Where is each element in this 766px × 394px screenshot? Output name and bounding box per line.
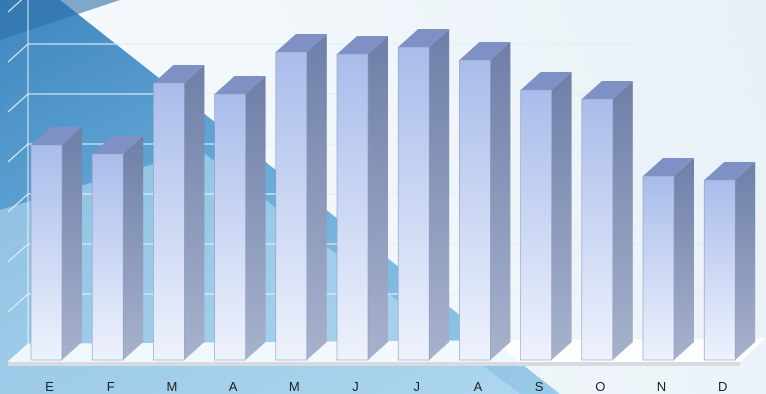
- bar-side: [62, 127, 82, 360]
- bar-10: [581, 81, 633, 361]
- bar-top: [31, 127, 82, 145]
- bar-front: [581, 98, 614, 361]
- bar-top: [275, 34, 327, 52]
- bar-7: [397, 29, 450, 361]
- bar-top: [704, 162, 756, 180]
- bar-top: [92, 136, 144, 154]
- x-tick-label: F: [107, 379, 115, 394]
- x-tick-label: J: [413, 379, 420, 394]
- x-tick-label: M: [289, 379, 300, 394]
- bar-top: [643, 158, 694, 176]
- bar-top: [520, 72, 572, 90]
- bar-8: [459, 42, 511, 361]
- bar-top: [214, 76, 266, 94]
- bar-top: [153, 65, 205, 83]
- bar-front: [214, 93, 246, 361]
- bar-side: [368, 36, 388, 360]
- bar-side: [184, 65, 205, 360]
- bar-top: [459, 42, 511, 60]
- bar-front: [336, 53, 369, 361]
- bar-side: [735, 162, 756, 360]
- bar-side: [245, 76, 266, 360]
- bar-side: [306, 34, 327, 360]
- x-tick-label: D: [718, 379, 727, 394]
- bar-6: [336, 36, 388, 361]
- x-tick-label: N: [657, 379, 666, 394]
- bar-front: [397, 46, 430, 361]
- bar-3: [153, 65, 205, 361]
- bar-side: [123, 136, 144, 360]
- bar-1: [30, 127, 82, 361]
- bars: [30, 29, 756, 361]
- background-top-corner: [0, 0, 120, 40]
- bar-top: [337, 36, 388, 54]
- bar-front: [642, 175, 675, 361]
- bar-5: [275, 34, 327, 361]
- bar-4: [214, 76, 266, 361]
- bar-side: [674, 158, 694, 360]
- gridlines: [7, 0, 766, 363]
- x-tick-label: M: [166, 379, 177, 394]
- bar-front: [91, 153, 124, 361]
- bar-top: [581, 81, 633, 99]
- bar-side: [551, 72, 572, 360]
- bar-front: [153, 82, 185, 361]
- x-tick-label: A: [229, 379, 238, 394]
- x-tick-label: A: [474, 379, 483, 394]
- bar-2: [91, 136, 144, 361]
- x-tick-label: S: [535, 379, 544, 394]
- bar-top: [398, 29, 450, 47]
- bar-11: [642, 158, 694, 361]
- floor-edge: [8, 362, 740, 366]
- bar-front: [275, 51, 308, 361]
- bar-side: [490, 42, 511, 360]
- bar-front: [520, 89, 552, 361]
- bar-front: [459, 59, 491, 361]
- gridline: [7, 0, 23, 13]
- bar-front: [703, 179, 736, 361]
- bar-front: [30, 144, 63, 361]
- bar-9: [520, 72, 572, 361]
- x-tick-label: O: [595, 379, 605, 394]
- bar-12: [703, 162, 756, 361]
- x-tick-label: E: [45, 379, 54, 394]
- bar-side: [429, 29, 450, 360]
- x-tick-label: J: [352, 379, 359, 394]
- bar-side: [612, 81, 633, 360]
